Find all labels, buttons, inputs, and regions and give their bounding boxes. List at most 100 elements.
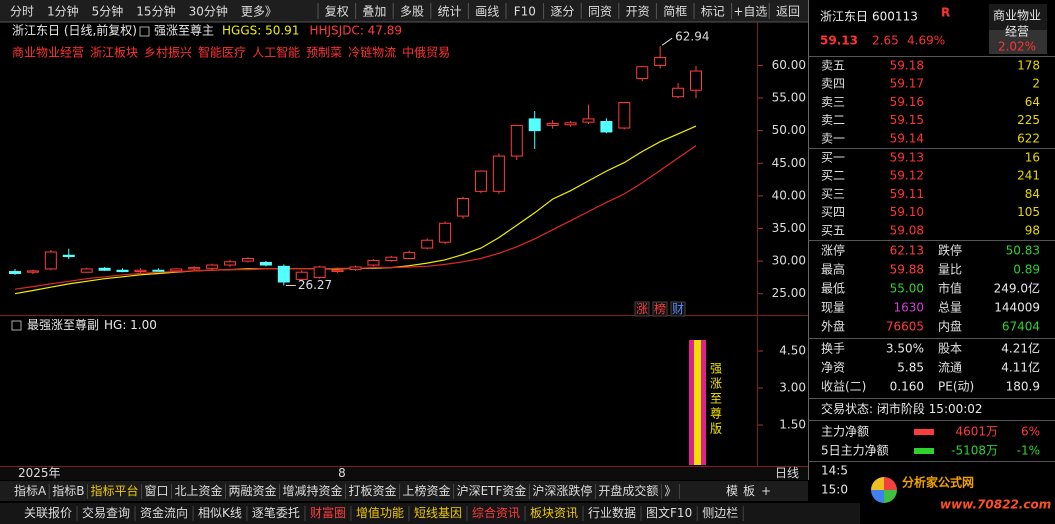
sector-name[interactable]: 商业物业 xyxy=(993,8,1041,23)
toolbar-button[interactable]: 叠加 xyxy=(362,5,386,19)
logo-petal xyxy=(884,490,897,503)
toolbar-button[interactable]: F10 xyxy=(514,5,536,19)
sector-name[interactable]: 经营 xyxy=(1005,25,1029,39)
tab-tool[interactable]: 板 xyxy=(743,484,755,498)
concept-tag[interactable]: 人工智能 xyxy=(252,45,300,60)
toolbar-button[interactable]: 同资 xyxy=(588,5,612,19)
period-tab[interactable]: 5分钟 xyxy=(92,4,124,19)
candle-body xyxy=(439,222,452,243)
toolbar-button[interactable]: 逐分 xyxy=(550,5,574,19)
flow-bar xyxy=(914,429,934,435)
candle-body xyxy=(224,261,237,266)
logo-petal xyxy=(884,477,897,490)
y-tick-label: 40.00 xyxy=(772,188,806,202)
period-tab[interactable]: 15分钟 xyxy=(136,4,175,19)
toolbar-button[interactable]: 开资 xyxy=(626,5,650,19)
event-marker[interactable]: 榜 xyxy=(654,301,666,316)
concept-tag[interactable]: 冷链物流 xyxy=(348,45,396,60)
bottom-button[interactable]: 财富圈 xyxy=(310,505,346,520)
toolbar-button[interactable]: 统计 xyxy=(438,5,462,19)
book-price: 59.17 xyxy=(890,77,924,91)
candle-body xyxy=(546,122,559,126)
y-tick-label: 30.00 xyxy=(772,254,806,268)
candle-body xyxy=(241,258,254,262)
bottom-tab[interactable]: 打板资金 xyxy=(349,483,397,498)
toolbar-button[interactable]: 复权 xyxy=(325,5,349,19)
concept-tag[interactable]: 商业物业经营 xyxy=(12,45,84,60)
concept-tag[interactable]: 浙江板块 xyxy=(90,46,138,60)
book-volume: 105 xyxy=(1017,205,1040,219)
y-tick-label: 3.00 xyxy=(779,381,806,395)
candle-body xyxy=(636,66,649,79)
candle-body xyxy=(277,265,290,283)
event-marker[interactable]: 财 xyxy=(672,302,684,316)
bottom-tab[interactable]: 指标A xyxy=(14,483,47,498)
bottom-button[interactable]: 侧边栏 xyxy=(702,505,738,520)
bottom-button[interactable]: 资金流向 xyxy=(140,505,188,520)
toolbar-button[interactable]: 多股 xyxy=(400,5,424,19)
flow-amount: 4601万 xyxy=(955,425,998,439)
toolbar-button[interactable]: 标记 xyxy=(701,5,725,19)
event-marker[interactable]: 涨 xyxy=(636,301,648,316)
bottom-tab[interactable]: 》 xyxy=(664,484,676,498)
concept-tag[interactable]: 预制菜 xyxy=(306,46,342,60)
tab-tool[interactable]: 模 xyxy=(726,484,738,498)
flow-bar xyxy=(914,448,934,454)
bottom-button[interactable]: 板块资讯 xyxy=(530,506,578,520)
book-price: 59.15 xyxy=(890,113,924,127)
bottom-button[interactable]: 增值功能 xyxy=(356,505,404,520)
last-price: 59.13 xyxy=(820,34,858,48)
candle-body xyxy=(654,57,667,66)
bottom-button[interactable]: 交易查询 xyxy=(82,505,130,520)
stat-value: 0.89 xyxy=(1013,263,1040,277)
candle-body xyxy=(44,251,57,270)
concept-tag[interactable]: 智能医疗 xyxy=(198,45,246,60)
bottom-button[interactable]: 行业数据 xyxy=(588,505,636,520)
toolbar-button[interactable]: +自选 xyxy=(733,5,767,19)
concept-tag[interactable]: 中俄贸易 xyxy=(402,45,450,60)
bottom-button[interactable]: 短线基因 xyxy=(414,506,462,520)
bottom-tab[interactable]: 增减持资金 xyxy=(283,483,343,498)
event-marker-box xyxy=(652,301,668,317)
candle-body xyxy=(259,261,272,266)
bottom-tab[interactable]: 沪深涨跌停 xyxy=(532,483,592,498)
bottom-button[interactable]: 图文F10 xyxy=(646,505,692,520)
period-tab[interactable]: 1分钟 xyxy=(47,4,79,19)
bottom-button[interactable]: 综合资讯 xyxy=(472,505,520,520)
bottom-tab[interactable]: 上榜资金 xyxy=(403,483,451,498)
bottom-tab[interactable]: 两融资金 xyxy=(229,483,277,498)
y-tick-label: 45.00 xyxy=(772,156,806,170)
bottom-tab[interactable]: 指标平台 xyxy=(90,483,138,498)
bottom-button[interactable]: 相似K线 xyxy=(198,506,242,520)
toolbar-button[interactable]: 画线 xyxy=(475,5,499,19)
bottom-tab[interactable]: 开盘成交额 xyxy=(598,483,658,498)
bottom-tab[interactable]: 窗口 xyxy=(144,484,168,498)
stat-value: 180.9 xyxy=(1006,380,1040,394)
bottom-tab[interactable]: 北上资金 xyxy=(174,483,222,498)
stat-label: 跌停 xyxy=(938,243,962,258)
indicator-name[interactable]: 强涨至尊主 xyxy=(154,23,214,38)
tab-tool[interactable]: + xyxy=(761,484,771,498)
logo xyxy=(871,477,897,503)
toolbar-button[interactable]: 简框 xyxy=(663,5,687,19)
bottom-tab[interactable]: 指标B xyxy=(52,483,84,498)
toolbar-button[interactable]: 返回 xyxy=(776,5,800,19)
bottom-button[interactable]: 关联报价 xyxy=(24,505,72,520)
candle-body xyxy=(403,252,416,260)
book-label: 买一 xyxy=(821,151,845,165)
period-tab[interactable]: 分时 xyxy=(10,5,34,19)
concept-tag[interactable]: 乡村振兴 xyxy=(144,46,192,60)
candle-body xyxy=(421,239,434,249)
bottom-button[interactable]: 逐笔委托 xyxy=(252,505,300,520)
stat-value: 4.11亿 xyxy=(1001,360,1040,375)
bottom-tab[interactable]: 沪深ETF资金 xyxy=(457,483,527,498)
sub-indicator-name[interactable]: 最强涨至尊副 xyxy=(27,317,99,332)
stat-value: 62.13 xyxy=(890,244,924,258)
period-tab[interactable]: 30分钟 xyxy=(189,4,228,19)
event-marker-box xyxy=(670,301,686,317)
period-tab[interactable]: 更多》 xyxy=(241,5,277,19)
price-change-pct: 4.69% xyxy=(907,34,945,48)
annotation-arrow xyxy=(661,37,673,46)
book-label: 卖三 xyxy=(821,95,845,109)
